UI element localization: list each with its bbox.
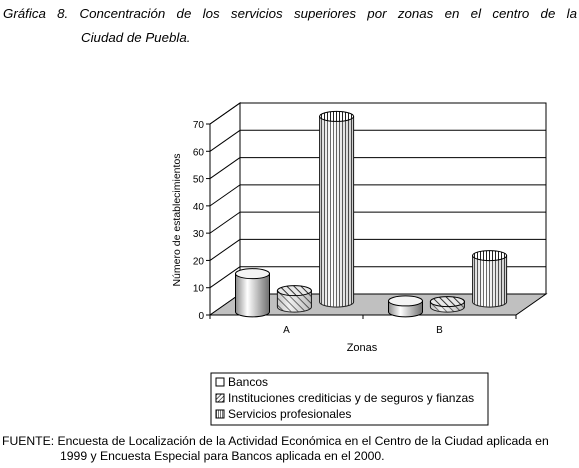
bar-bancos-b xyxy=(388,295,423,318)
bar-bancos-b-top xyxy=(388,295,423,307)
bar-servicios-a-top xyxy=(319,110,355,122)
gridline-side xyxy=(209,157,241,179)
bar-instituciones-b xyxy=(429,296,465,313)
legend-label-bancos: Bancos xyxy=(228,375,268,389)
x-tick-label: A xyxy=(283,325,290,336)
gridline-side xyxy=(209,129,241,152)
gridline-side xyxy=(209,239,241,261)
legend: Bancos Instituciones crediticias y de se… xyxy=(210,372,489,426)
x-axis-label: Zonas xyxy=(347,342,378,354)
y-tick-label: 70 xyxy=(193,120,205,131)
y-tick-label: 0 xyxy=(198,311,204,322)
source-line-2: 1999 y Encuesta Especial para Bancos apl… xyxy=(60,449,385,463)
bars xyxy=(235,110,508,318)
bar-bancos-a-top xyxy=(235,268,270,280)
y-axis-label: Número de establecimientos xyxy=(171,153,183,286)
bar-servicios-b-shade xyxy=(472,255,507,307)
bar-bancos-a xyxy=(235,268,270,318)
legend-swatch-bancos xyxy=(215,377,225,387)
legend-swatch-instituciones xyxy=(215,393,225,403)
y-tick-label: 20 xyxy=(193,256,205,267)
gridline-side xyxy=(209,184,241,207)
legend-swatch-servicios xyxy=(215,409,225,419)
y-tick-label: 50 xyxy=(193,175,205,186)
y-tick-label: 10 xyxy=(193,284,205,295)
y-tick-label: 60 xyxy=(193,147,205,158)
bar-servicios-b-top xyxy=(472,250,508,262)
source-note: FUENTE: Encuesta de Localización de la A… xyxy=(2,434,579,464)
y-axis-ticks: 0 10 20 30 40 50 60 70 xyxy=(193,120,211,322)
legend-label-instituciones: Instituciones crediticias y de seguros y… xyxy=(228,391,474,405)
gridline-side xyxy=(209,211,241,234)
title-line-2: Ciudad de Puebla. xyxy=(81,30,191,45)
bar-servicios-b xyxy=(472,250,508,308)
bar-bancos-a-body xyxy=(235,273,270,318)
y-tick-label: 40 xyxy=(193,202,205,213)
chart-title: Gráfica 8. Concentración de los servicio… xyxy=(3,2,577,50)
bar-servicios-a-shade xyxy=(319,116,354,307)
gridline-side xyxy=(209,102,241,125)
x-tick-label: B xyxy=(436,325,443,336)
legend-label-servicios: Servicios profesionales xyxy=(228,407,351,421)
gridlines xyxy=(209,102,546,289)
source-line-1: FUENTE: Encuesta de Localización de la A… xyxy=(2,434,549,448)
title-line-1: Gráfica 8. Concentración de los servicio… xyxy=(3,6,577,21)
bar-instituciones-a xyxy=(276,285,312,313)
bar-instituciones-a-top xyxy=(276,285,312,297)
gridline-side xyxy=(209,266,241,289)
legend-box xyxy=(210,372,489,426)
bar-servicios-a xyxy=(319,110,355,308)
bar-instituciones-a-shade xyxy=(277,290,312,313)
bar-instituciones-b-top xyxy=(429,296,465,308)
y-tick-label: 30 xyxy=(193,229,205,240)
